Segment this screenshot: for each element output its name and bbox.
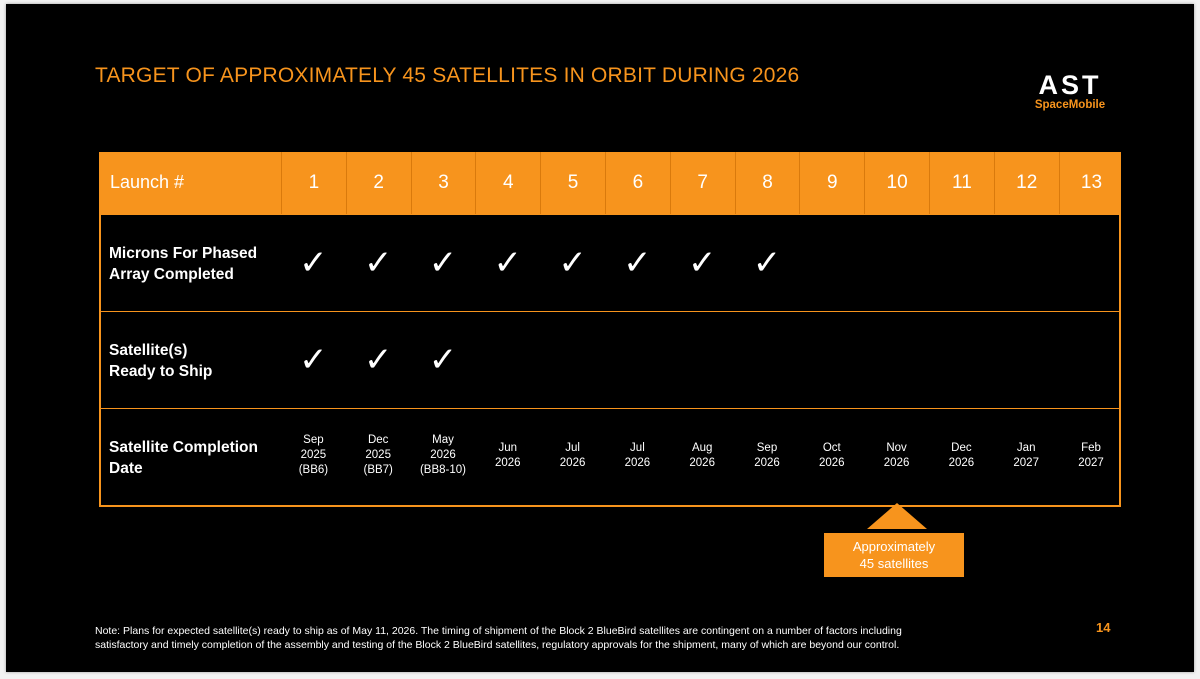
completion-date-cell: Feb 2027 bbox=[1059, 441, 1124, 471]
callout-line: Approximately bbox=[852, 539, 936, 554]
checkmark-icon: ✓ bbox=[623, 243, 652, 283]
date-line: 2026 bbox=[754, 457, 780, 469]
callout-line: 45 satellites bbox=[859, 556, 929, 571]
launch-number-9: 9 bbox=[799, 152, 864, 214]
checkmark-icon: ✓ bbox=[428, 243, 458, 283]
row-label-line: Satellite Completion bbox=[109, 439, 258, 456]
date-line: (BB8-10) bbox=[419, 464, 466, 476]
date-line: Dec bbox=[367, 434, 389, 446]
callout-arrow-icon bbox=[867, 503, 927, 529]
completion-date-cell: Jul 2026 bbox=[540, 441, 605, 471]
checkmark-icon: ✓ bbox=[363, 243, 393, 283]
logo-subtitle: SpaceMobile bbox=[1034, 99, 1106, 111]
date-line: 2026 bbox=[494, 457, 521, 469]
completion-date-cell: Sep 2025 (BB6) bbox=[281, 433, 346, 478]
launch-number-5: 5 bbox=[540, 152, 605, 214]
table-row-completion-date: Satellite Completion Date Sep 2025 (BB6) De… bbox=[101, 408, 1119, 506]
date-line: Jul bbox=[630, 442, 645, 454]
date-line: Sep bbox=[756, 442, 778, 454]
completion-date-cell: Dec 2025 (BB7) bbox=[346, 433, 411, 478]
launch-number-11: 11 bbox=[929, 152, 994, 214]
completion-date-cell: Nov 2026 bbox=[864, 441, 929, 471]
date-line: Jun bbox=[498, 442, 518, 454]
date-line: Feb bbox=[1081, 442, 1101, 454]
completion-date-cell: Sep 2026 bbox=[735, 441, 800, 471]
completion-date-cell: Oct 2026 bbox=[799, 441, 864, 471]
date-line: 2025 bbox=[365, 449, 391, 461]
row-label-line: Date bbox=[109, 460, 143, 477]
checkmark-icon: ✓ bbox=[493, 243, 523, 283]
completion-date-cell: Aug 2026 bbox=[670, 441, 735, 471]
company-logo: AST SpaceMobile bbox=[1028, 72, 1112, 112]
date-line: Jul bbox=[565, 442, 580, 454]
footnote-line: Note: Plans for expected satellite(s) re… bbox=[95, 625, 902, 637]
launch-number-2: 2 bbox=[345, 152, 411, 214]
date-line: (BB7) bbox=[363, 464, 393, 476]
page-number: 14 bbox=[1096, 620, 1111, 635]
date-line: 2026 bbox=[689, 457, 715, 469]
date-line: 2027 bbox=[1013, 457, 1039, 469]
slide: TARGET OF APPROXIMATELY 45 SATELLITES IN… bbox=[6, 4, 1194, 672]
row-label-ready: Satellite(s) Ready to Ship bbox=[109, 340, 212, 382]
slide-title: TARGET OF APPROXIMATELY 45 SATELLITES IN… bbox=[95, 64, 800, 87]
row-label-line: Array Completed bbox=[109, 266, 234, 283]
date-line: 2026 bbox=[818, 457, 845, 469]
checkmark-icon: ✓ bbox=[428, 340, 458, 380]
launch-number-12: 12 bbox=[993, 152, 1059, 214]
date-line: 2025 bbox=[300, 449, 327, 461]
date-line: Aug bbox=[691, 442, 713, 454]
date-line: May bbox=[432, 434, 454, 446]
launch-number-10: 10 bbox=[864, 152, 929, 214]
footnote-line: satisfactory and timely completion of th… bbox=[95, 639, 900, 651]
table-header-row: Launch # 1 2 3 4 5 6 7 8 9 10 11 12 13 bbox=[101, 152, 1119, 214]
launch-number-13: 13 bbox=[1058, 152, 1124, 214]
row-label-line: Satellite(s) bbox=[109, 342, 188, 359]
footnote: Note: Plans for expected satellite(s) re… bbox=[95, 624, 902, 652]
launch-number-8: 8 bbox=[734, 152, 800, 214]
logo-mark: AST bbox=[1038, 70, 1102, 100]
checkmark-icon: ✓ bbox=[363, 340, 393, 380]
date-line: Jan bbox=[1016, 442, 1036, 454]
launch-table: Launch # 1 2 3 4 5 6 7 8 9 10 11 12 13 Microns For P… bbox=[99, 152, 1121, 507]
date-line: Oct bbox=[822, 442, 841, 454]
launch-number-7: 7 bbox=[669, 152, 735, 214]
date-line: Sep bbox=[303, 434, 324, 446]
completion-date-cell: Jul 2026 bbox=[605, 441, 670, 471]
date-line: Nov bbox=[886, 442, 907, 454]
row-label-line: Microns For Phased bbox=[109, 245, 258, 262]
row-label-line: Ready to Ship bbox=[109, 363, 213, 380]
checkmark-icon: ✓ bbox=[558, 243, 587, 283]
checkmark-icon: ✓ bbox=[752, 243, 782, 283]
checkmark-icon: ✓ bbox=[299, 243, 328, 283]
completion-date-cell: May 2026 (BB8-10) bbox=[411, 433, 476, 478]
date-line: 2026 bbox=[883, 457, 910, 469]
launch-number-3: 3 bbox=[410, 152, 476, 214]
launch-number-6: 6 bbox=[605, 152, 670, 214]
date-line: 2026 bbox=[624, 457, 651, 469]
checkmark-icon: ✓ bbox=[687, 243, 717, 283]
date-line: 2026 bbox=[948, 457, 975, 469]
launch-number-1: 1 bbox=[281, 152, 346, 214]
date-line: Dec bbox=[951, 442, 972, 454]
table-row-ready-to-ship: Satellite(s) Ready to Ship ✓ ✓ ✓ bbox=[101, 311, 1119, 409]
callout-box: Approximately 45 satellites bbox=[824, 533, 964, 577]
date-line: 2027 bbox=[1078, 457, 1104, 469]
completion-date-cell: Jan 2027 bbox=[994, 441, 1059, 471]
checkmark-icon: ✓ bbox=[299, 340, 328, 380]
table-row-microns: Microns For Phased Array Completed ✓ ✓ ✓ ✓ ✓… bbox=[101, 214, 1119, 312]
completion-date-cell: Jun 2026 bbox=[475, 441, 540, 471]
date-line: 2026 bbox=[559, 457, 586, 469]
completion-date-cell: Dec 2026 bbox=[929, 441, 994, 471]
row-label-microns: Microns For Phased Array Completed bbox=[109, 243, 257, 285]
date-line: (BB6) bbox=[298, 464, 329, 476]
date-line: 2026 bbox=[430, 449, 456, 461]
header-label: Launch # bbox=[110, 172, 185, 192]
launch-number-4: 4 bbox=[475, 152, 540, 214]
row-label-date: Satellite Completion Date bbox=[109, 437, 258, 479]
